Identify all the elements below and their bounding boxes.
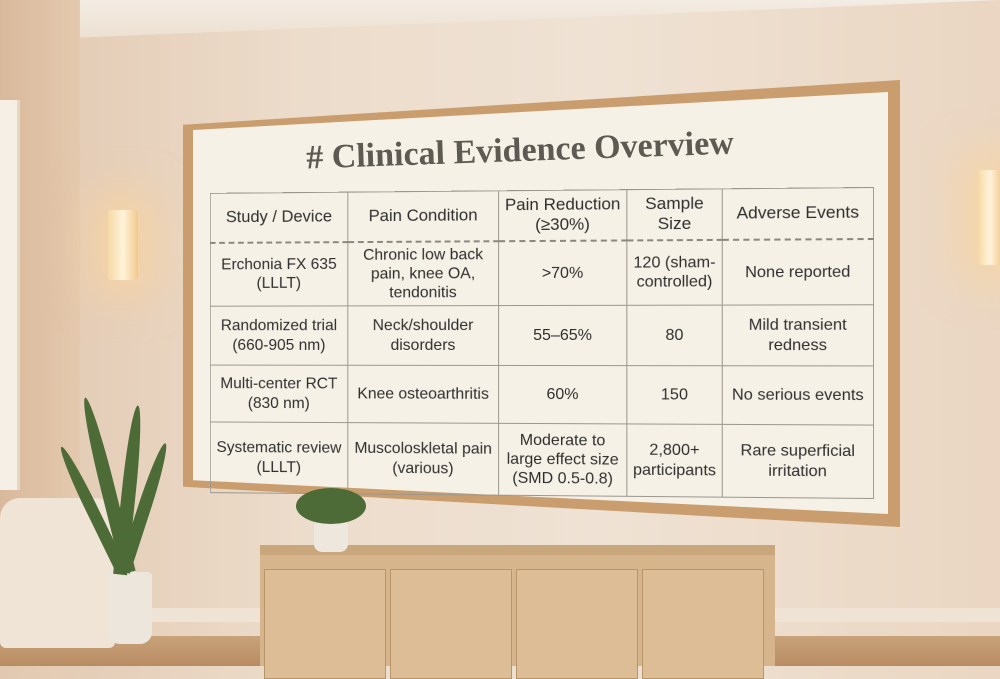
sideboard-cabinet bbox=[260, 545, 775, 679]
cabinet-door bbox=[264, 569, 386, 679]
table-row: Randomized trial (660-905 nm) Neck/should… bbox=[210, 304, 874, 367]
header-study: Study / Device bbox=[210, 192, 348, 243]
header-pain-reduction: Pain Reduction (≥30%) bbox=[498, 189, 627, 241]
cell: Rare superficial irritation bbox=[722, 424, 874, 499]
cell: No serious events bbox=[722, 365, 874, 426]
small-plant-leaves bbox=[296, 488, 366, 524]
table-header-row: Study / Device Pain Condition Pain Reduc… bbox=[210, 187, 874, 243]
ceiling bbox=[0, 0, 1000, 38]
cell: Moderate to large effect size (SMD 0.5-0… bbox=[498, 423, 627, 497]
evidence-board bbox=[193, 92, 888, 514]
cell: 80 bbox=[626, 305, 723, 366]
header-condition: Pain Condition bbox=[347, 190, 499, 242]
table-row: Systematic review (LLLT) Muscoloskletal p… bbox=[210, 422, 874, 499]
cell: None reported bbox=[722, 238, 874, 306]
cell: Mild transient redness bbox=[722, 304, 874, 367]
header-adverse-events: Adverse Events bbox=[722, 187, 874, 240]
cell: Randomized trial (660-905 nm) bbox=[210, 305, 348, 366]
cell: Chronic low back pain, knee OA, tendonit… bbox=[347, 240, 499, 306]
cell: 60% bbox=[498, 365, 627, 424]
cell: Systematic review (LLLT) bbox=[210, 422, 348, 494]
evidence-table: Study / Device Pain Condition Pain Reduc… bbox=[210, 187, 874, 499]
cell: 2,800+ participants bbox=[626, 423, 723, 498]
table-row: Multi-center RCT (830 nm) Knee osteoarthr… bbox=[210, 365, 874, 426]
cabinet-door bbox=[390, 569, 512, 679]
table-row: Erchonia FX 635 (LLLT) Chronic low back p… bbox=[210, 238, 874, 307]
wall-sconce-left bbox=[108, 210, 138, 280]
cell: Neck/shoulder disorders bbox=[347, 305, 499, 366]
cell: 55–65% bbox=[498, 305, 627, 366]
plant-pot bbox=[108, 572, 152, 644]
cell: 120 (sham-controlled) bbox=[626, 239, 723, 306]
cell: >70% bbox=[498, 239, 627, 306]
window bbox=[0, 100, 20, 490]
cabinet-door bbox=[642, 569, 764, 679]
small-plant-pot bbox=[314, 522, 348, 552]
cabinet-door bbox=[516, 569, 638, 679]
cell: Muscoloskletal pain (various) bbox=[347, 422, 499, 496]
cell: 150 bbox=[626, 365, 723, 425]
cell: Knee osteoarthritis bbox=[347, 365, 499, 424]
cell: Erchonia FX 635 (LLLT) bbox=[210, 241, 348, 307]
wall-sconce-right bbox=[978, 170, 1000, 265]
header-sample-size: Sample Size bbox=[626, 188, 723, 240]
cell: Multi-center RCT (830 nm) bbox=[210, 365, 348, 423]
